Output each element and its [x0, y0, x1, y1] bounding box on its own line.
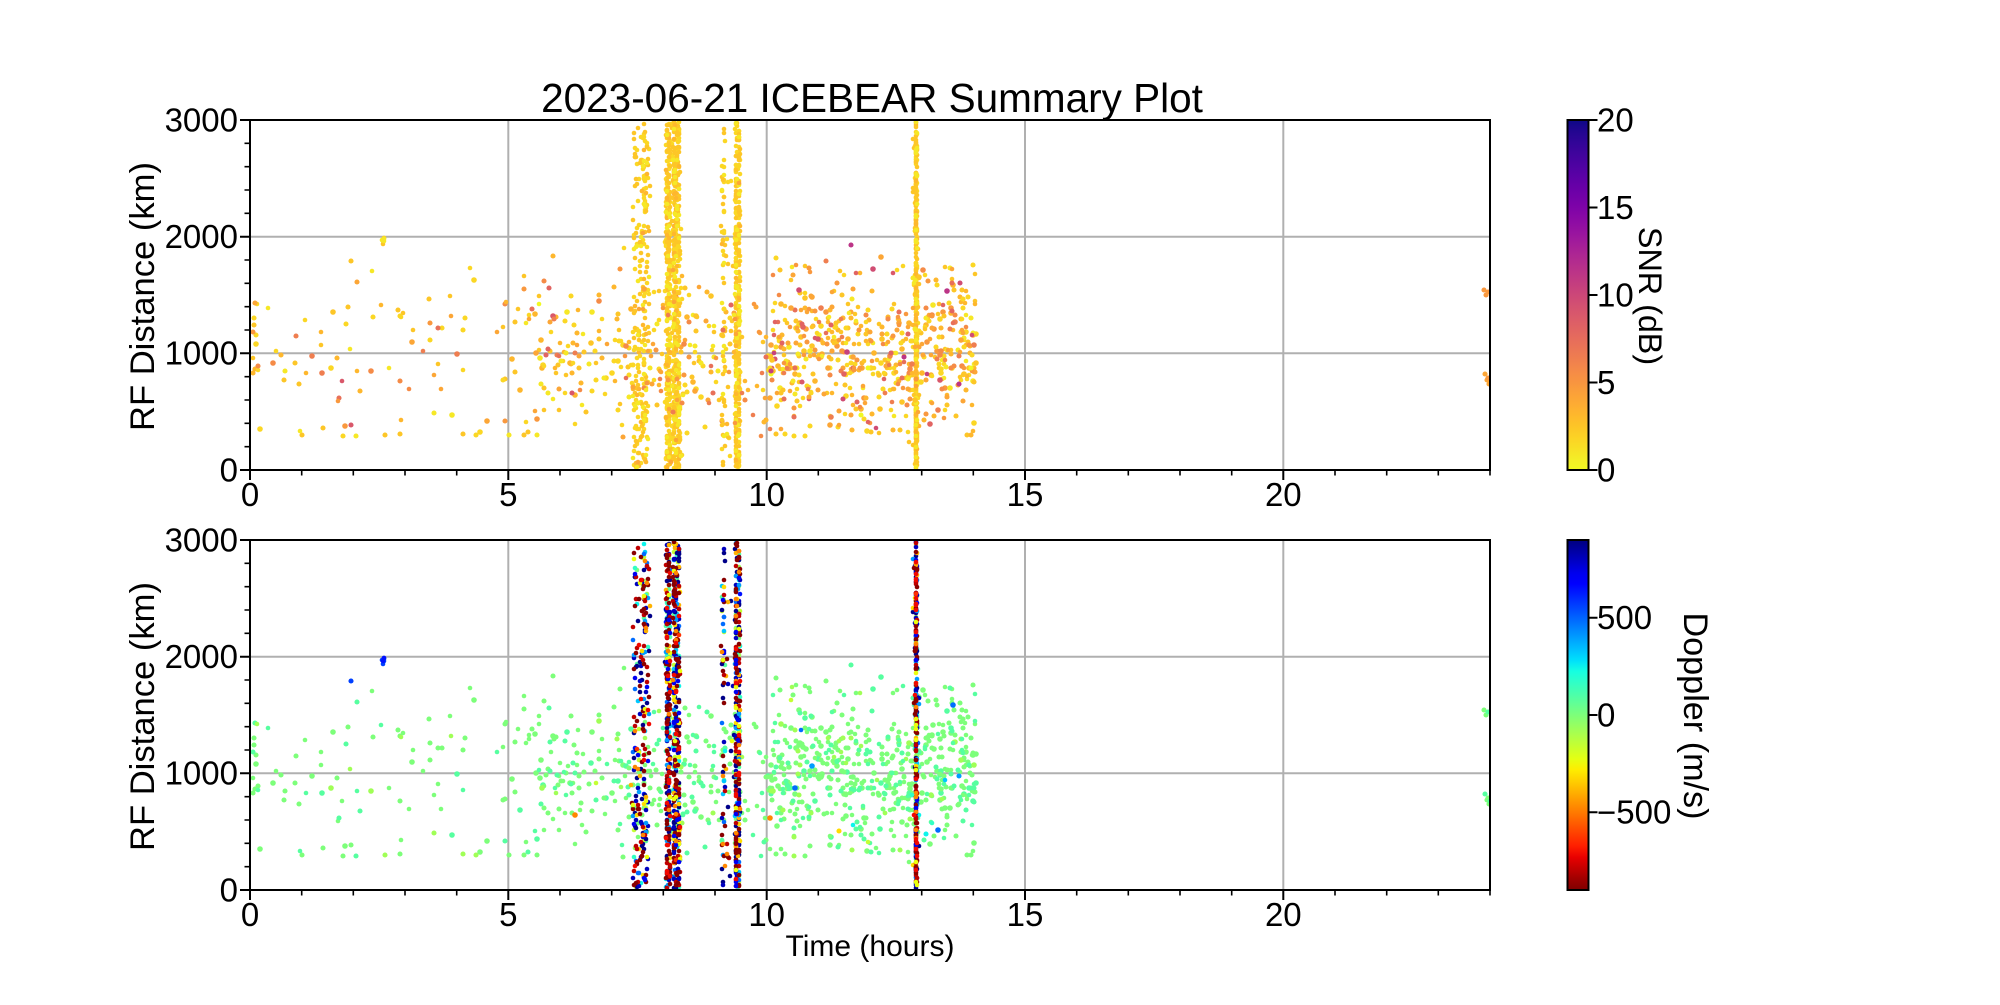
- svg-text:2000: 2000: [165, 638, 238, 675]
- svg-text:5: 5: [499, 896, 517, 933]
- svg-text:RF Distance (km): RF Distance (km): [124, 162, 162, 431]
- svg-text:15: 15: [1007, 896, 1044, 933]
- svg-text:0: 0: [241, 896, 259, 933]
- svg-text:10: 10: [748, 476, 785, 513]
- svg-text:500: 500: [1597, 599, 1652, 636]
- svg-text:15: 15: [1597, 189, 1634, 226]
- svg-text:1000: 1000: [165, 335, 238, 372]
- svg-text:3000: 3000: [165, 101, 238, 138]
- svg-text:5: 5: [499, 476, 517, 513]
- svg-text:Doppler (m/s): Doppler (m/s): [1676, 612, 1714, 819]
- svg-text:−500: −500: [1597, 794, 1671, 831]
- svg-text:20: 20: [1265, 896, 1302, 933]
- svg-text:10: 10: [748, 896, 785, 933]
- svg-text:20: 20: [1265, 476, 1302, 513]
- svg-text:20: 20: [1597, 101, 1634, 138]
- svg-text:5: 5: [1597, 364, 1615, 401]
- svg-text:10: 10: [1597, 276, 1634, 313]
- svg-text:2023-06-21 ICEBEAR Summary Plo: 2023-06-21 ICEBEAR Summary Plot: [541, 75, 1203, 121]
- svg-text:SNR (dB): SNR (dB): [1632, 227, 1668, 365]
- svg-text:Time (hours): Time (hours): [786, 930, 955, 963]
- svg-text:0: 0: [1597, 696, 1615, 733]
- svg-text:1000: 1000: [165, 755, 238, 792]
- svg-text:0: 0: [1597, 451, 1615, 488]
- svg-text:15: 15: [1007, 476, 1044, 513]
- svg-text:0: 0: [220, 871, 238, 908]
- svg-text:3000: 3000: [165, 521, 238, 558]
- svg-text:0: 0: [241, 476, 259, 513]
- svg-text:0: 0: [220, 451, 238, 488]
- svg-text:RF Distance (km): RF Distance (km): [124, 582, 162, 851]
- svg-text:2000: 2000: [165, 218, 238, 255]
